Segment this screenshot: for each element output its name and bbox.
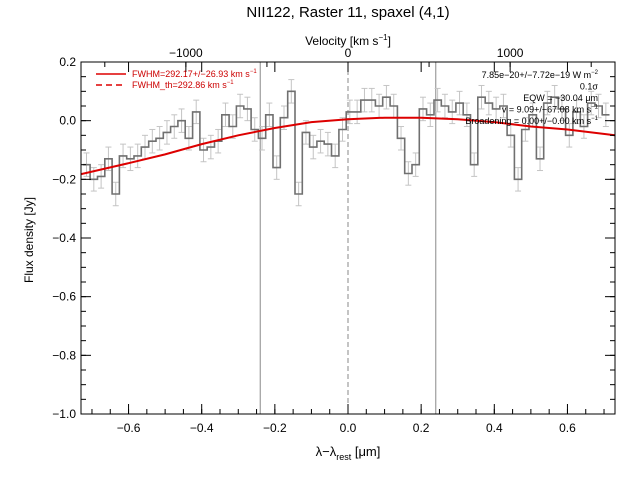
stat-line-4: v = 9.09+/−67.08 km s−1 (502, 105, 599, 115)
legend-label-2: FWHM_th=292.86 km s−1 (132, 80, 234, 90)
legend-label-sup: −1 (227, 80, 235, 86)
y-tick-label: 0.0 (59, 114, 76, 128)
y-axis-label: Flux density [Jy] (22, 197, 36, 283)
x-tick-label: −0.6 (117, 421, 141, 435)
y-tick-label: −0.2 (52, 172, 76, 186)
stat-sup: −2 (591, 70, 599, 76)
y-tick-label: −0.8 (52, 348, 76, 362)
top-axis-label-sup: −1 (378, 33, 388, 42)
top-tick-label: 1000 (497, 46, 524, 60)
y-tick-label: −0.4 (52, 231, 76, 245)
stat-sup: −1 (591, 116, 599, 122)
stat-text: EQW = −30.04 μm (523, 93, 598, 103)
y-tick-label: −1.0 (52, 407, 76, 421)
x-tick-label: 0.0 (340, 421, 357, 435)
x-axis-label-main: λ−λ (316, 444, 337, 459)
x-axis-label-sub: rest (336, 452, 352, 462)
top-axis-label: Velocity [km s−1] (305, 33, 391, 48)
stat-line-2: 0.1σ (580, 82, 599, 92)
legend-label-text: FWHM=292.17+/−26.93 km s (132, 69, 250, 79)
top-tick-label: 0 (345, 46, 352, 60)
top-tick-label: −1000 (169, 46, 203, 60)
legend: FWHM=292.17+/−26.93 km s−1FWHM_th=292.86… (96, 69, 257, 90)
chart-title: NII122, Raster 11, spaxel (4,1) (246, 4, 449, 21)
stat-text: Broadening = 0.00+/−0.00 km s (465, 116, 591, 126)
y-tick-label: 0.2 (59, 55, 76, 69)
spectrum-histogram (82, 90, 610, 195)
fit-curve (81, 116, 615, 176)
stat-text: 0.1σ (580, 82, 599, 92)
legend-label-text: FWHM_th=292.86 km s (132, 80, 227, 90)
stat-line-3: EQW = −30.04 μm (523, 93, 598, 103)
top-axis-label-main: Velocity [km s (305, 34, 378, 48)
x-axis-label-unit: [μm] (351, 444, 380, 459)
x-tick-label: −0.4 (190, 421, 214, 435)
stat-line-5: Broadening = 0.00+/−0.00 km s−1 (465, 116, 598, 126)
x-tick-label: −0.2 (263, 421, 287, 435)
y-tick-label: −0.6 (52, 290, 76, 304)
legend-label-sup: −1 (250, 69, 258, 75)
x-axis-label: λ−λrest [μm] (316, 444, 381, 462)
data-layer (81, 79, 615, 207)
stat-line-1: 7.85e−20+/−7.72e−19 W m−2 (482, 70, 599, 80)
plot-area: −0.6 −0.4 −0.2 0.0 0.2 0.4 0.6 −1.0 −0.8 −0.6 −0.4… (52, 46, 616, 435)
legend-label-1: FWHM=292.17+/−26.93 km s−1 (132, 69, 257, 79)
stat-text: v = 9.09+/−67.08 km s (502, 105, 592, 115)
stat-text: 7.85e−20+/−7.72e−19 W m (482, 70, 592, 80)
x-tick-label: 0.2 (413, 421, 430, 435)
x-tick-label: 0.6 (559, 421, 576, 435)
x-tick-label: 0.4 (486, 421, 503, 435)
stat-sup: −1 (591, 105, 599, 111)
top-axis-label-end: ] (388, 34, 391, 48)
